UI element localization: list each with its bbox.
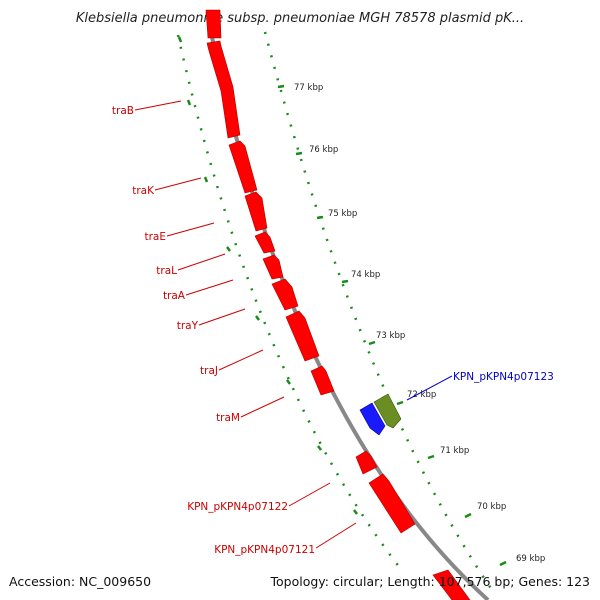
- tick-label-74kbp: 74 kbp: [351, 270, 380, 280]
- gene-reverse-blue[interactable]: [359, 402, 386, 436]
- map-title: Klebsiella pneumoniae subsp. pneumoniae …: [76, 11, 524, 26]
- gene-KPN_pKPN4p07121[interactable]: [368, 473, 416, 534]
- tick-label-77kbp: 77 kbp: [294, 83, 323, 93]
- gene-labels: traB traK traE traL traA traY traJ traM …: [112, 105, 554, 556]
- label-traB[interactable]: traB: [112, 105, 134, 117]
- leader-line-blue: [406, 375, 453, 401]
- kbp-scale: 77 kbp 76 kbp 75 kbp 74 kbp 73 kbp 72 kb…: [277, 83, 545, 567]
- tick-label-70kbp: 70 kbp: [477, 502, 506, 512]
- label-KPN_pKPN4p07123[interactable]: KPN_pKPN4p07123: [453, 371, 554, 383]
- gene-block-bottom[interactable]: [432, 569, 471, 600]
- label-traA[interactable]: traA: [163, 290, 186, 302]
- gene-KPN_pKPN4p07122[interactable]: [355, 450, 378, 475]
- summary-text: Topology: circular; Length: 107,576 bp; …: [270, 574, 591, 589]
- label-traE[interactable]: traE: [144, 231, 166, 243]
- accession-text: Accession: NC_009650: [9, 574, 151, 589]
- forward-genes: [205, 9, 471, 600]
- inner-major-ticks: [177, 36, 358, 515]
- label-KPN_pKPN4p07121[interactable]: KPN_pKPN4p07121: [214, 544, 315, 556]
- gene-traB[interactable]: [206, 40, 241, 139]
- label-KPN_pKPN4p07122[interactable]: KPN_pKPN4p07122: [187, 501, 288, 513]
- label-traM[interactable]: traM: [216, 412, 240, 424]
- tick-label-76kbp: 76 kbp: [309, 145, 338, 155]
- leader-lines: [134, 100, 357, 549]
- gene-traM[interactable]: [310, 365, 335, 396]
- label-traY[interactable]: traY: [177, 320, 199, 332]
- gene-traE[interactable]: [244, 191, 268, 232]
- tick-label-72kbp: 72 kbp: [407, 390, 436, 400]
- label-traJ[interactable]: traJ: [200, 365, 218, 377]
- outer-tick-ring: [263, 31, 494, 591]
- gene-block-top[interactable]: [205, 9, 222, 39]
- gene-KPN_pKPN4p07123[interactable]: [373, 393, 402, 429]
- gene-traY[interactable]: [271, 278, 299, 311]
- gene-traK[interactable]: [228, 140, 258, 194]
- tick-label-75kbp: 75 kbp: [328, 209, 357, 219]
- tick-label-71kbp: 71 kbp: [440, 446, 469, 456]
- label-traK[interactable]: traK: [132, 185, 155, 197]
- gene-traL[interactable]: [254, 231, 276, 254]
- inner-tick-ring: [176, 34, 401, 569]
- tick-label-73kbp: 73 kbp: [376, 331, 405, 341]
- gene-traJ[interactable]: [285, 310, 320, 362]
- gene-traA[interactable]: [262, 254, 284, 280]
- label-traL[interactable]: traL: [156, 265, 177, 277]
- tick-label-69kbp: 69 kbp: [516, 554, 545, 564]
